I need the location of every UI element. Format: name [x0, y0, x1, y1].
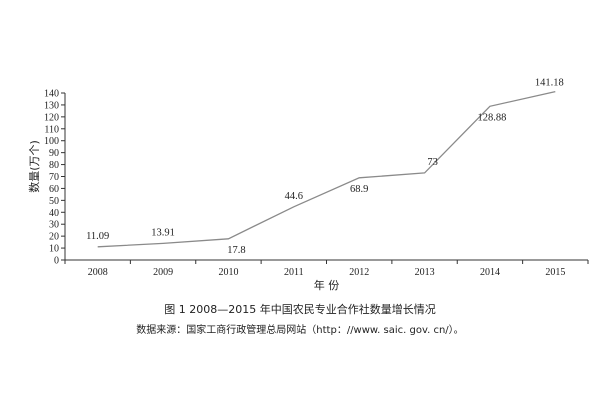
y-tick-label: 60	[49, 184, 59, 195]
x-axis-ticks: 2008 2009 2010 2011 2012 2013 2014 2015	[64, 260, 589, 278]
y-tick-label: 130	[44, 100, 59, 111]
x-tick-label: 2011	[284, 267, 304, 278]
data-source-note: 数据来源：国家工商行政管理总局网站（http：//www. saic. gov.…	[136, 325, 464, 336]
x-tick-label: 2014	[480, 267, 500, 278]
y-tick-label: 10	[49, 244, 59, 255]
y-tick-label: 140	[44, 89, 59, 100]
data-label: 68.9	[350, 184, 368, 195]
x-tick-label: 2008	[88, 267, 108, 278]
x-axis-label: 年 份	[314, 278, 340, 292]
axes	[64, 93, 588, 261]
data-label: 11.09	[86, 231, 109, 242]
y-tick-label: 80	[49, 160, 59, 171]
data-label: 44.6	[285, 191, 303, 202]
y-tick-label: 50	[49, 196, 59, 207]
x-tick-label: 2013	[415, 267, 435, 278]
y-tick-label: 100	[44, 136, 59, 147]
data-label: 17.8	[227, 245, 245, 256]
y-tick-label: 110	[44, 124, 59, 135]
x-tick-label: 2010	[218, 267, 238, 278]
data-label: 13.91	[151, 227, 175, 238]
data-label: 73	[427, 157, 438, 168]
series-line	[97, 90, 556, 248]
y-tick-label: 90	[49, 148, 59, 159]
y-tick-label: 30	[49, 220, 59, 231]
figure-caption: 图 1 2008—2015 年中国农民专业合作社数量增长情况	[164, 303, 436, 316]
data-series	[97, 90, 556, 248]
y-tick-label: 70	[49, 172, 59, 183]
x-tick-label: 2012	[349, 267, 369, 278]
y-tick-label: 40	[49, 208, 59, 219]
data-labels: 11.09 13.91 17.8 44.6 68.9 73 128.88 141.18	[86, 78, 564, 256]
x-tick-label: 2009	[153, 267, 173, 278]
y-axis-label: 数量(万个)	[28, 140, 41, 193]
data-label: 128.88	[478, 112, 507, 123]
y-tick-label: 120	[44, 112, 59, 123]
y-tick-label: 0	[54, 256, 59, 267]
data-label: 141.18	[535, 78, 564, 89]
y-tick-label: 20	[49, 232, 59, 243]
x-tick-label: 2015	[545, 267, 565, 278]
